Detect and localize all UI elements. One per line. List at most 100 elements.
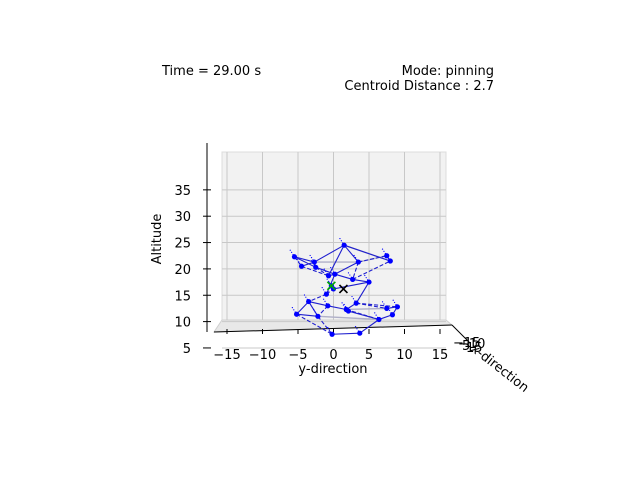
agent-point [376,316,382,323]
agent-trail-dot [325,270,327,272]
agent-trail-dot [310,257,313,259]
mode-label: Mode: pinning [401,64,494,79]
agent-link [301,265,329,277]
agent-trail-dot [289,249,291,251]
agent-trail-dot [306,298,308,300]
agent-trail-dot [357,330,359,332]
agent-link [315,266,336,275]
agent-link [355,281,370,304]
agent-trail-dot [381,248,384,250]
x-direction-tick-label: −15 [453,336,480,351]
agent-trail-dot [390,311,392,314]
agent-link [356,302,398,308]
agent-point [332,271,338,277]
y-direction-tick-label: 5 [365,348,373,363]
altitude-tick-label: 35 [174,184,191,199]
agent-trail-dot [296,259,298,261]
agent-trail-dot [365,277,367,279]
agent-link [296,313,318,317]
y-direction-tick-label: 0 [329,348,337,363]
agent-point [345,308,352,314]
agent-trail-dot [293,309,295,311]
agent-trail-dot [354,257,357,259]
altitude-tick-label: 20 [174,263,191,278]
agent-trail-dot [324,300,326,302]
agent-link [308,293,327,303]
x-direction-axis-line [451,324,471,344]
agent-trail-dot [330,266,332,269]
altitude-tick-label: 5 [183,342,191,357]
agent-trail-dot [349,274,351,276]
agent-trail-dot [312,262,314,264]
agent-trail-dot [291,307,293,309]
agent-link [352,260,391,280]
agent-link [343,244,391,262]
agent-trail-dot [343,303,345,306]
altitude-tick-label: 25 [174,237,191,252]
time-label: Time = 29.00 s [162,64,262,79]
agent-trail-dot [386,255,389,258]
agent-trail-dot [303,294,306,296]
centroid-distance-label: Centroid Distance : 2.7 [344,79,494,94]
agent-trail-dot [299,263,301,265]
agent-point [366,279,372,285]
agent-trail-dot [309,254,311,257]
agent-trail-dot [327,327,329,329]
agent-trail-dot [350,276,352,278]
agent-trail-dot [385,253,387,255]
agent-point [384,253,390,259]
agent-trail-dot [353,254,355,257]
centroid-marker [326,281,336,291]
agent-link [328,244,345,277]
agent-trail-dot [339,237,341,240]
agent-link [356,302,387,309]
agent-trail-dot [331,269,333,271]
agent-trail-dot [354,325,357,328]
agent-link [308,301,328,307]
agent-link [294,256,316,268]
agent-point [315,313,321,319]
agent-link [352,278,370,283]
agent-trail-dot [367,279,369,281]
agent-trail-dot [310,260,313,262]
agent-point [306,298,312,305]
agent-trail-dot [381,301,384,303]
faint-link [346,307,387,311]
y-direction-axis-label: y-direction [298,362,367,377]
agent-trail-dot [341,302,343,304]
agent-point [350,276,356,283]
agent-link [334,261,359,275]
y-direction-tick-label: 15 [432,348,449,363]
altitude-axis-label: Altitude [150,214,165,265]
y-direction-tick-label: 10 [396,348,413,363]
agent-link [358,255,387,263]
agent-trail-dot [292,253,294,256]
agent-point [389,312,396,318]
agent-link [296,313,333,335]
agent-trail-dot [354,300,356,302]
agent-link [333,281,370,290]
agent-link [334,273,353,280]
agent-link [332,332,360,335]
agent-point [384,305,390,312]
agent-trail-dot [375,314,377,316]
x-direction-tick-label: 5 [462,339,470,354]
faint-link [317,315,379,321]
agent-trail-dot [328,329,330,331]
agent-link [343,244,359,263]
agent-link [327,305,347,311]
agent-trail-dot [351,295,353,298]
agent-trail-dot [384,252,386,255]
agent-trail-dot [312,259,314,261]
agent-point [355,259,361,265]
agent-point [387,258,393,264]
x-direction-axis-label: x-direction [468,341,532,396]
agent-trail-dot [325,302,328,305]
agent-point [353,300,359,306]
agent-link [359,319,380,334]
agent-point [357,330,363,336]
agent-trail-dot [323,289,325,291]
agent-trail-dot [384,305,386,307]
agent-trail-dot [356,259,358,261]
agent-trail-dot [313,309,315,311]
